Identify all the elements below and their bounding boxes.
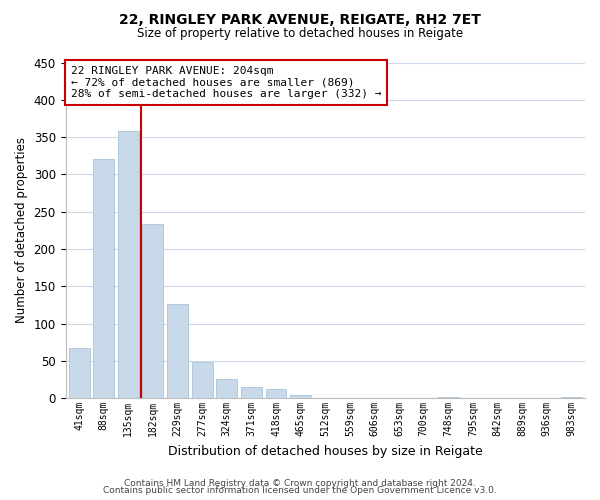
Bar (93, 160, 114, 398)
Bar (68, 348, 89, 398)
Y-axis label: Number of detached properties: Number of detached properties (15, 138, 28, 324)
Bar (192, 362, 212, 398)
Bar (167, 304, 188, 398)
Text: 22 RINGLEY PARK AVENUE: 204sqm
← 72% of detached houses are smaller (869)
28% of: 22 RINGLEY PARK AVENUE: 204sqm ← 72% of … (71, 66, 381, 99)
Text: Contains public sector information licensed under the Open Government Licence v3: Contains public sector information licen… (103, 486, 497, 495)
Bar (118, 131, 139, 398)
Bar (438, 396, 459, 398)
Text: Size of property relative to detached houses in Reigate: Size of property relative to detached ho… (137, 28, 463, 40)
Bar (217, 380, 237, 398)
Bar (290, 395, 311, 398)
Bar (561, 396, 582, 398)
Bar (241, 387, 262, 398)
Bar (266, 389, 286, 398)
Bar (142, 224, 163, 398)
X-axis label: Distribution of detached houses by size in Reigate: Distribution of detached houses by size … (168, 444, 482, 458)
Text: Contains HM Land Registry data © Crown copyright and database right 2024.: Contains HM Land Registry data © Crown c… (124, 478, 476, 488)
Text: 22, RINGLEY PARK AVENUE, REIGATE, RH2 7ET: 22, RINGLEY PARK AVENUE, REIGATE, RH2 7E… (119, 12, 481, 26)
